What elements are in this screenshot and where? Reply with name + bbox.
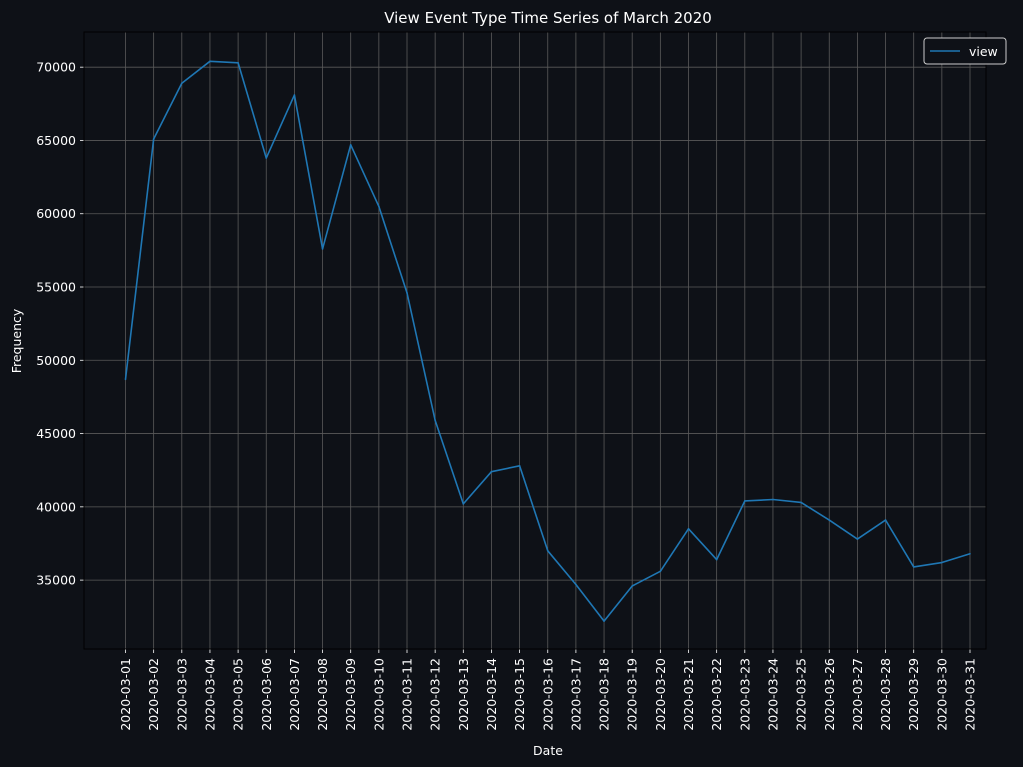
data-point [181, 82, 183, 85]
x-axis-label: Date [533, 743, 563, 758]
data-point [800, 501, 802, 504]
x-tick-label: 2020-03-08 [315, 658, 330, 731]
data-point [772, 498, 774, 501]
y-tick-label: 60000 [36, 206, 76, 221]
series-layer [124, 60, 971, 622]
y-tick-label: 40000 [36, 499, 76, 514]
x-tick-label: 2020-03-28 [878, 658, 893, 731]
x-tick-label: 2020-03-29 [906, 658, 921, 731]
data-point [349, 144, 352, 146]
x-tick-label: 2020-03-09 [343, 658, 358, 731]
data-point [744, 500, 746, 502]
y-axis-label: Frequency [9, 308, 24, 373]
data-point [631, 585, 633, 587]
data-point [912, 566, 915, 568]
data-point [378, 205, 380, 208]
data-point [603, 620, 605, 622]
x-tick-label: 2020-03-23 [737, 658, 752, 731]
y-tick-label: 45000 [36, 426, 76, 441]
data-point [265, 157, 268, 159]
chart-title: View Event Type Time Series of March 202… [384, 9, 712, 27]
legend-label-view: view [969, 44, 998, 59]
plot-frame [83, 31, 987, 650]
x-tick-label: 2020-03-15 [512, 658, 527, 731]
data-point [406, 292, 408, 294]
x-tick-label: 2020-03-18 [597, 658, 612, 731]
x-tick-label: 2020-03-11 [400, 658, 415, 731]
y-tick-label: 50000 [36, 353, 76, 368]
data-point [321, 248, 324, 250]
data-point [715, 558, 718, 561]
data-point [518, 465, 521, 467]
data-point [546, 550, 549, 552]
y-tick-label: 65000 [36, 133, 76, 148]
x-tick-label: 2020-03-20 [653, 658, 668, 731]
y-tick-label: 55000 [36, 280, 76, 295]
x-tick-label: 2020-03-07 [287, 658, 302, 731]
x-tick-label: 2020-03-19 [625, 658, 640, 731]
data-point [293, 94, 296, 96]
x-tick-label: 2020-03-06 [259, 658, 274, 731]
data-point [828, 519, 831, 521]
x-tick-label: 2020-03-16 [540, 658, 555, 731]
data-point [209, 60, 211, 63]
x-tick-label: 2020-03-25 [794, 658, 809, 731]
data-point [124, 378, 127, 381]
x-tick-label: 2020-03-27 [850, 658, 865, 731]
legend-box [923, 37, 1007, 65]
data-point [969, 552, 971, 555]
x-tick-label: 2020-03-17 [568, 658, 583, 731]
x-tick-label: 2020-03-31 [963, 658, 978, 731]
x-tick-label: 2020-03-04 [202, 658, 217, 731]
x-tick-label: 2020-03-24 [765, 658, 780, 731]
x-tick-label: 2020-03-10 [371, 658, 386, 731]
x-tick-label: 2020-03-02 [146, 658, 161, 731]
x-tick-label: 2020-03-21 [681, 658, 696, 731]
data-point [659, 570, 662, 573]
x-tick-label: 2020-03-26 [822, 658, 837, 731]
x-tick-label: 2020-03-22 [709, 658, 724, 731]
data-point [152, 138, 155, 140]
x-tick-label: 2020-03-13 [456, 658, 471, 731]
data-point [941, 561, 943, 564]
data-point [462, 503, 465, 505]
data-point [237, 61, 239, 64]
x-tick-label: 2020-03-12 [428, 658, 443, 731]
data-point [575, 583, 577, 586]
grid-lines [84, 32, 986, 649]
y-tick-label: 70000 [36, 60, 76, 75]
x-tick-label: 2020-03-01 [118, 658, 133, 731]
x-tick-label: 2020-03-05 [231, 658, 246, 731]
x-tick-label: 2020-03-14 [484, 658, 499, 731]
plot-area [84, 32, 986, 649]
data-point [856, 538, 859, 540]
data-point [687, 528, 690, 530]
y-tick-label: 35000 [36, 573, 76, 588]
x-tick-label: 2020-03-30 [934, 658, 949, 731]
legend: view [923, 37, 1007, 65]
data-point [884, 519, 887, 521]
data-point [490, 470, 493, 473]
axes: 2020-03-01 2020-03-02 2020-03-03 2020-03-04… [36, 31, 987, 731]
x-tick-label: 2020-03-03 [174, 658, 189, 731]
data-point [434, 419, 436, 422]
